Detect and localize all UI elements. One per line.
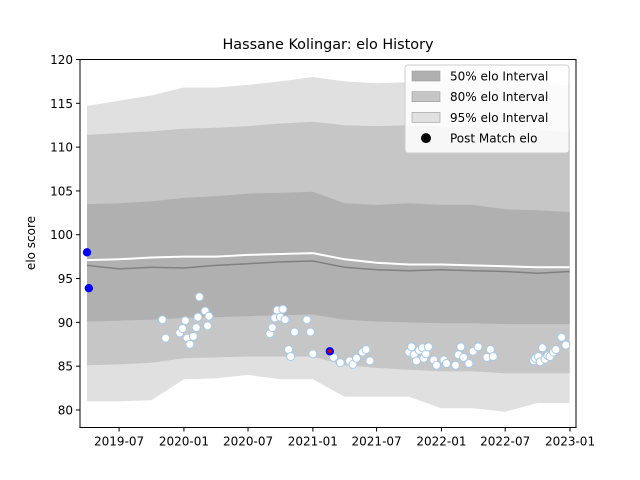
post-match-point [411, 356, 421, 366]
legend-label: 50% elo Interval [450, 70, 548, 84]
chart-title: Hassane Kolingar: elo History [222, 37, 434, 53]
post-match-point [551, 345, 561, 354]
legend-swatch [411, 70, 441, 82]
post-match-point [423, 342, 433, 352]
post-match-point [488, 352, 498, 361]
highlighted-points [82, 248, 334, 356]
post-match-point [185, 339, 195, 349]
y-tick-label: 110 [50, 141, 73, 155]
post-match-point [473, 342, 483, 352]
highlight-point [82, 248, 92, 257]
post-match-point [290, 327, 299, 337]
x-tick-label: 2022-01 [416, 435, 466, 449]
legend-swatch [411, 112, 441, 123]
y-tick-label: 115 [50, 97, 73, 111]
y-tick-label: 95 [58, 272, 73, 286]
y-tick-label: 105 [50, 184, 73, 198]
plot-frame [79, 59, 577, 428]
x-tick-label: 2019-07 [94, 435, 144, 449]
post-match-point [459, 352, 469, 362]
post-match-point [538, 343, 547, 353]
legend-box [404, 64, 570, 154]
post-match-point [193, 312, 203, 322]
legend-dot [421, 133, 431, 144]
post-match-point [407, 342, 416, 352]
post-match-point [188, 331, 198, 341]
median-elo-line [86, 260, 570, 275]
post-match-point [178, 324, 187, 333]
post-match-point [432, 360, 441, 370]
post-match-point [191, 323, 201, 333]
post-match-point [557, 332, 567, 342]
post-match-point [157, 315, 167, 325]
legend-swatch [411, 91, 441, 102]
legend-label: 80% elo Interval [450, 90, 548, 104]
x-tick-label: 2021-01 [288, 435, 338, 449]
y-tick-label: 100 [50, 228, 73, 242]
post-match-point [441, 359, 451, 368]
post-match-point [361, 345, 371, 354]
highlight-point [84, 284, 94, 293]
post-match-point [280, 315, 290, 325]
y-tick-label: 90 [58, 316, 73, 330]
post-match-point [456, 342, 466, 352]
post-match-point [194, 292, 204, 302]
post-match-point [278, 304, 288, 314]
legend: 50% elo Interval 80% elo Interval 95% elo … [404, 64, 570, 154]
post-match-point [161, 333, 171, 343]
post-match-points [157, 292, 571, 370]
mean-elo-line [86, 252, 570, 269]
post-match-point [286, 352, 296, 361]
post-match-point [305, 327, 315, 337]
post-match-point [180, 316, 190, 326]
legend-label: 95% elo Interval [450, 111, 548, 125]
post-match-point [204, 311, 214, 321]
highlight-point-center [327, 349, 332, 354]
post-match-point [302, 315, 312, 325]
post-match-point [451, 360, 460, 370]
elo-lines [86, 252, 570, 275]
post-match-point [267, 323, 277, 333]
x-tick-label: 2023-01 [545, 435, 595, 449]
x-tick-label: 2020-07 [223, 435, 273, 449]
post-match-point [561, 340, 571, 350]
post-match-point [464, 359, 474, 368]
y-tick-label: 80 [58, 403, 73, 417]
x-tick-label: 2022-07 [480, 435, 530, 449]
y-axis-label: elo score [24, 216, 38, 270]
post-match-point [308, 349, 318, 359]
post-match-point [329, 352, 339, 362]
x-axis: 2019-07 2020-01 2020-07 2021-01 2021-07 2022-… [94, 427, 595, 449]
y-tick-label: 85 [58, 360, 73, 374]
y-tick-label: 120 [50, 53, 73, 67]
x-tick-label: 2020-01 [159, 435, 209, 449]
post-match-point [365, 356, 375, 366]
post-match-point [203, 321, 212, 331]
post-match-point [352, 353, 361, 363]
y-axis: 80 85 90 95 100 105 110 115 120 [50, 53, 80, 417]
band-50 [87, 191, 570, 325]
legend-label: Post Match elo [450, 132, 537, 146]
post-match-point [335, 358, 345, 368]
x-tick-label: 2021-07 [352, 435, 402, 449]
